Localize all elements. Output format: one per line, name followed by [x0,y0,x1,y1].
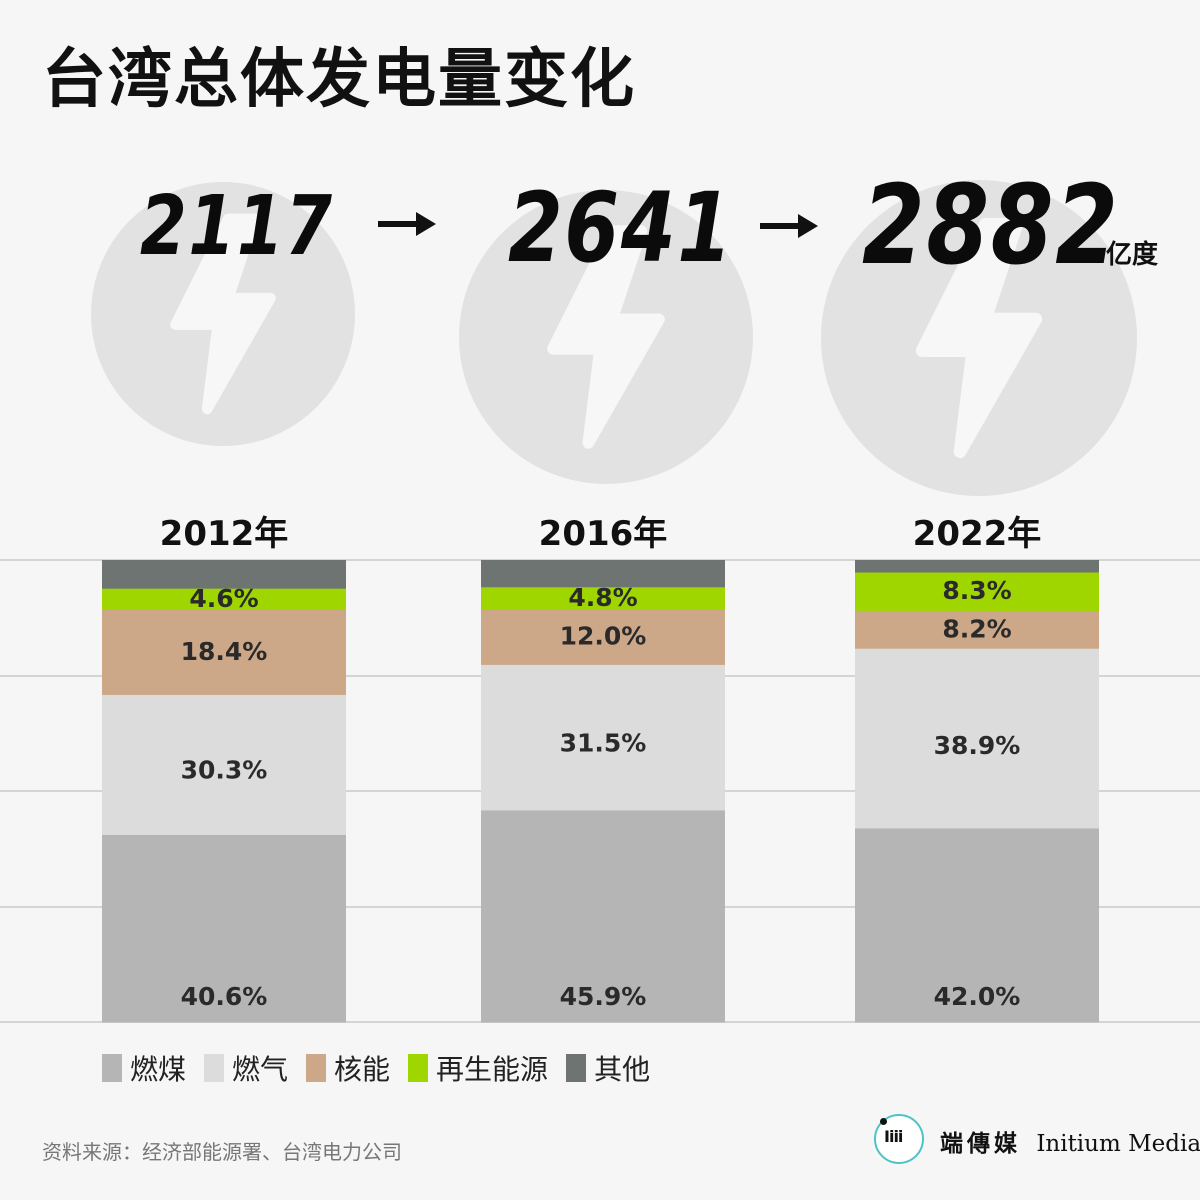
legend-item-renewable: 再生能源 [408,1048,548,1088]
bar-data-label: 42.0% [934,982,1021,1011]
lightning-bolt-icon [170,213,276,415]
stacked-bar-chart: 40.6% 30.3% 18.4% 4.6% 45.9% 31.5% 12.0% 4.8% 42… [0,559,1200,1023]
year-label-2012: 2012年 [159,514,289,554]
logo-glyph: Iiii [884,1127,903,1146]
bar-segment [481,664,725,811]
bar-segment [102,588,346,610]
bar-data-label: 4.6% [189,584,258,613]
total-2022: 2882 [862,161,1120,289]
brand-name-en: Initium Media [1036,1131,1200,1157]
bar-segment [855,610,1099,649]
bar-data-label: 8.3% [942,576,1011,605]
year-label-2022: 2022年 [912,514,1042,554]
brand-name: 端傳媒 Initium Media [940,1124,1200,1158]
bar-segment [855,648,1099,829]
bar-segment [481,586,725,610]
bar-data-label: 45.9% [560,982,647,1011]
legend-swatch [566,1054,587,1082]
legend-label: 再生能源 [436,1053,549,1086]
legend-item-gas: 燃气 [204,1048,288,1088]
right-arrow-icon [378,212,436,236]
chart-title: 台湾总体发电量变化 [42,43,636,117]
brand-name-cn: 端傳媒 [940,1130,1021,1157]
bar-data-label: 31.5% [560,728,647,757]
bar-segment [102,834,346,1023]
legend-swatch [408,1054,429,1082]
bar-segment [481,608,725,665]
total-2012: 2117 [140,179,334,274]
bar-segment [102,609,346,695]
bar-segment [481,560,725,588]
legend-label: 燃气 [232,1053,289,1086]
circle-2022 [821,180,1137,496]
legend: 燃煤 燃气 核能 再生能源 其他 [102,1048,668,1088]
circle-2016 [459,190,753,484]
right-arrow-icon [760,214,818,238]
bar-segment [855,827,1099,1023]
bar-data-label: 12.0% [560,622,647,651]
lightning-bolt-icon [547,225,665,449]
legend-label: 其他 [594,1053,651,1086]
legend-label: 核能 [334,1053,391,1086]
bar-data-label: 8.2% [942,614,1011,643]
legend-item-nuclear: 核能 [306,1048,390,1088]
legend-item-other: 其他 [566,1048,650,1088]
circle-2012 [91,182,355,446]
logo-dot [880,1118,887,1125]
legend-item-coal: 燃煤 [102,1048,186,1088]
bar-data-label: 4.8% [568,583,637,612]
bar-segment [102,560,346,589]
legend-swatch [204,1054,225,1082]
legend-swatch [306,1054,327,1082]
unit-label: 亿度 [1106,240,1159,270]
initium-logo-icon: Iiii [874,1114,924,1164]
lightning-bolt-icon [915,217,1043,459]
legend-label: 燃煤 [130,1053,187,1086]
total-2016: 2641 [508,172,734,284]
bar-segment [481,809,725,1023]
bar-data-label: 38.9% [934,731,1021,760]
bar-segment [855,572,1099,611]
bar-segment [102,694,346,835]
bar-data-label: 30.3% [181,755,268,784]
bar-data-label: 18.4% [181,637,268,666]
bar-segment [855,560,1099,573]
source-note: 资料来源：经济部能源署、台湾电力公司 [42,1140,402,1164]
year-label-2016: 2016年 [538,514,668,554]
legend-swatch [102,1054,122,1082]
bar-data-label: 40.6% [181,982,268,1011]
